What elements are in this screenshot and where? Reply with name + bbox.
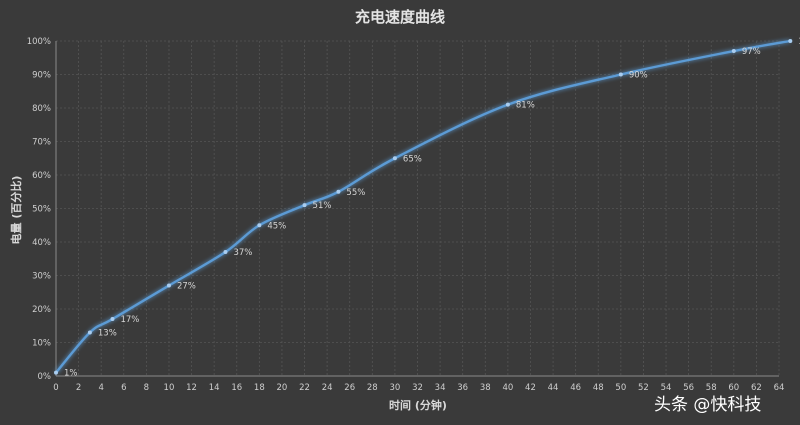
data-point <box>166 283 171 288</box>
y-tick-label: 0% <box>38 372 52 382</box>
y-tick-label: 40% <box>32 238 51 248</box>
data-label: 90% <box>629 71 648 81</box>
x-tick-label: 50 <box>615 383 626 393</box>
y-tick-label: 60% <box>32 171 51 181</box>
data-label: 1% <box>64 369 78 379</box>
watermark-text: 头条 @快科技 <box>654 395 761 415</box>
x-tick-label: 42 <box>525 383 536 393</box>
data-label: 97% <box>742 47 761 57</box>
x-tick-label: 18 <box>254 383 265 393</box>
x-tick-label: 52 <box>638 383 649 393</box>
data-point <box>336 189 341 194</box>
data-point <box>257 223 262 228</box>
y-tick-labels: 0% 10% 20% 30% 40% 50% 60% 70% 80% 90% 100% <box>27 37 51 382</box>
y-tick-label: 10% <box>32 339 51 349</box>
data-label: 81% <box>516 101 535 111</box>
x-tick-label: 30 <box>389 383 400 393</box>
grid-lines <box>56 40 780 376</box>
x-tick-label: 24 <box>322 383 333 393</box>
x-tick-label: 6 <box>121 383 126 393</box>
x-tick-label: 64 <box>774 383 785 393</box>
y-tick-label: 50% <box>32 205 51 215</box>
x-tick-label: 40 <box>502 383 513 393</box>
data-point <box>731 49 736 54</box>
x-tick-label: 14 <box>209 383 220 393</box>
data-point <box>505 102 510 107</box>
data-labels: 1% 13%17% 27% 37% 45% 51% 55% 65% 81% 90% 97% 100% <box>64 37 800 379</box>
y-tick-label: 30% <box>32 272 51 282</box>
data-label: 17% <box>120 315 139 325</box>
data-label: 100% <box>798 37 800 47</box>
chart-title: 充电速度曲线 <box>355 8 445 26</box>
series-line-path <box>55 39 791 374</box>
data-point <box>87 330 92 335</box>
data-point <box>392 156 397 161</box>
data-label: 13% <box>98 328 117 338</box>
data-label: 51% <box>313 201 332 211</box>
data-label: 65% <box>403 154 422 164</box>
x-tick-label: 32 <box>412 383 423 393</box>
data-label: 55% <box>346 188 365 198</box>
x-tick-label: 12 <box>186 383 197 393</box>
x-tick-label: 36 <box>457 383 468 393</box>
x-tick-label: 22 <box>299 383 310 393</box>
axes <box>55 41 779 377</box>
x-axis-title: 时间 (分钟) <box>389 398 447 412</box>
data-point <box>788 39 793 43</box>
x-tick-label: 2 <box>76 383 81 393</box>
x-tick-label: 4 <box>98 383 103 393</box>
x-tick-label: 26 <box>344 383 355 393</box>
x-tick-label: 62 <box>751 383 762 393</box>
y-tick-label: 20% <box>32 305 51 315</box>
y-tick-label: 100% <box>27 37 51 47</box>
x-tick-label: 0 <box>53 383 58 393</box>
data-label: 27% <box>177 282 196 292</box>
x-tick-label: 48 <box>593 383 604 393</box>
x-tick-label: 46 <box>570 383 581 393</box>
data-point <box>618 72 623 77</box>
x-tick-label: 44 <box>548 383 559 393</box>
x-tick-label: 28 <box>367 383 378 393</box>
y-tick-label: 80% <box>32 104 51 114</box>
data-point <box>110 317 115 322</box>
data-label: 37% <box>233 248 252 258</box>
y-tick-label: 90% <box>32 71 51 81</box>
x-tick-label: 60 <box>728 383 739 393</box>
x-tick-label: 16 <box>231 383 242 393</box>
x-tick-label: 38 <box>480 383 491 393</box>
x-tick-label: 20 <box>277 383 288 393</box>
data-points <box>54 39 793 375</box>
y-axis-title: 电量 (百分比) <box>9 176 23 245</box>
series-line <box>55 39 791 374</box>
x-tick-labels: 0 2 4 6 8 10 12 14 16 18 20 22 24 26 28 30 32 34 36 38 40 42 4… <box>53 383 784 393</box>
x-tick-label: 58 <box>706 383 717 393</box>
x-tick-label: 34 <box>435 383 446 393</box>
y-tick-label: 70% <box>32 138 51 148</box>
data-point <box>302 203 307 208</box>
x-tick-label: 8 <box>144 383 149 393</box>
data-point <box>223 250 228 255</box>
x-tick-label: 54 <box>661 383 672 393</box>
x-tick-label: 56 <box>683 383 694 393</box>
data-label: 45% <box>267 221 286 231</box>
x-tick-label: 10 <box>164 383 175 393</box>
data-point <box>54 370 58 375</box>
